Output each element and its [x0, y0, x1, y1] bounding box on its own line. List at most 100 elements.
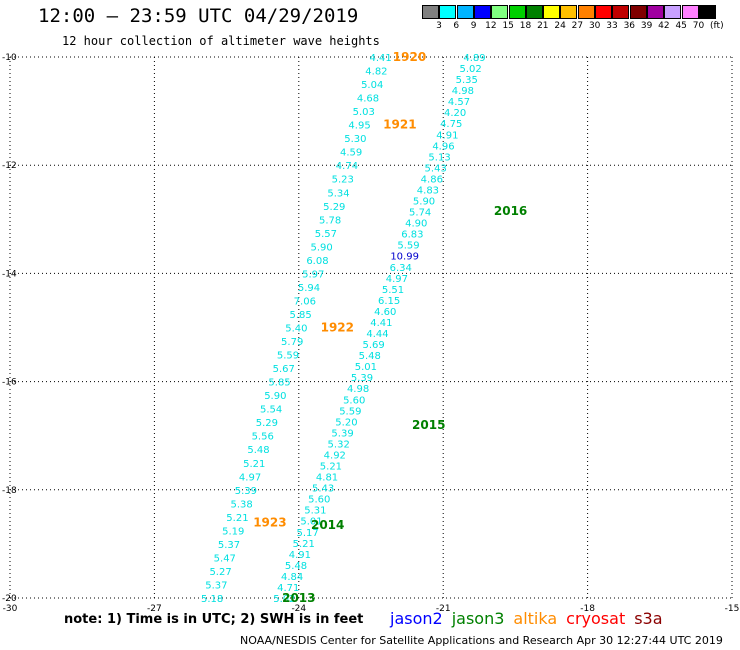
wave-height-value: 5.43: [425, 163, 447, 174]
color-scale-swatch: [629, 5, 647, 19]
wave-height-value: 5.27: [209, 567, 231, 578]
wave-height-value: 5.35: [456, 75, 478, 86]
wave-height-value: 5.18: [201, 594, 223, 605]
wave-height-value: 5.79: [281, 337, 303, 348]
wave-height-value: 5.59: [397, 241, 419, 252]
legend-item-jason2: jason2: [390, 609, 443, 628]
color-scale-label: 33: [606, 21, 618, 31]
wave-height-value: 4.44: [366, 329, 388, 340]
wave-height-value: 4.68: [357, 94, 379, 105]
wave-height-value: 5.54: [260, 405, 282, 416]
color-scale-swatch: [595, 5, 612, 19]
time-label: 2014: [311, 518, 344, 532]
wave-height-value: 4.74: [336, 161, 358, 172]
wave-height-value: 5.01: [300, 517, 322, 528]
wave-height-value: 5.20: [335, 417, 357, 428]
time-label: 2015: [412, 418, 445, 432]
wave-height-value: 5.03: [353, 107, 375, 118]
wave-height-value: 5.29: [256, 418, 278, 429]
x-tick-label: -18: [580, 604, 595, 614]
wave-height-value: 5.39: [331, 428, 353, 439]
color-scale-swatch: [508, 5, 526, 19]
wave-height-value: 4.59: [340, 148, 362, 159]
wave-height-value: 5.74: [409, 208, 431, 219]
wave-height-value: 5.94: [298, 283, 320, 294]
x-tick-label: -24: [291, 604, 306, 614]
wave-height-value: 10.99: [390, 252, 419, 263]
color-scale-label: 39: [640, 21, 653, 31]
wave-height-value: 4.89: [463, 53, 485, 64]
y-tick-label: -20: [2, 594, 17, 604]
satellite-tracks: 4.41 4.82 5.04 4.68 5.03 4.95 5.30 4.59 4.74 5.23…: [201, 50, 527, 605]
wave-height-value: 5.19: [222, 526, 244, 537]
color-scale-swatch: [543, 5, 561, 19]
wave-height-value: 4.60: [374, 307, 396, 318]
wave-height-value: 5.85: [289, 310, 311, 321]
wave-height-value: 5.90: [311, 242, 333, 253]
color-scale-unit: (ft): [710, 21, 724, 31]
wave-height-value: 5.29: [323, 202, 345, 213]
color-scale-label: 6: [453, 21, 460, 31]
wave-height-value: 5.21: [320, 462, 342, 473]
time-label: 2016: [494, 204, 527, 218]
x-tick-label: -15: [725, 604, 740, 614]
wave-height-value: 5.02: [273, 594, 295, 605]
wave-height-value: 5.51: [382, 285, 404, 296]
wave-height-value: 4.41: [369, 53, 391, 64]
x-tick-label: -30: [3, 604, 18, 614]
color-scale-swatch: [439, 5, 457, 19]
wave-height-value: 4.91: [289, 550, 311, 561]
wave-height-value: 5.48: [285, 561, 307, 572]
color-scale-swatch: [422, 5, 439, 19]
axis-labels: -30 -27 -24 -21 -18 -15 -10 -12 -14 -16 -18 -20: [2, 53, 739, 614]
wave-height-value: 5.21: [226, 513, 248, 524]
color-scale-label: 36: [623, 21, 636, 31]
wave-height-value: 5.47: [214, 553, 236, 564]
wave-height-value: 5.04: [361, 80, 383, 91]
color-scale-label: 27: [571, 21, 584, 31]
wave-height-value: 5.31: [304, 506, 326, 517]
color-scale-swatch: [456, 5, 474, 19]
color-scale-swatch: [664, 5, 682, 19]
wave-height-value: 6.83: [401, 230, 423, 241]
wave-height-value: 4.98: [347, 384, 369, 395]
color-scale-swatch: [491, 5, 509, 19]
legend-item-jason3: jason3: [451, 609, 505, 628]
wave-height-value: 5.32: [328, 439, 350, 450]
wave-height-value: 5.30: [344, 134, 366, 145]
wave-height-value: 5.17: [297, 528, 319, 539]
color-scale-swatch: [525, 5, 543, 19]
wave-height-value: 5.13: [428, 152, 450, 163]
color-scale-label: 18: [519, 21, 532, 31]
wave-height-value: 5.85: [268, 378, 290, 389]
legend-item-altika: altika: [513, 609, 558, 628]
map-grid: [9, 56, 733, 599]
color-scale-swatch: [560, 5, 578, 19]
wave-height-value: 5.97: [302, 269, 324, 280]
color-scale-swatch: [612, 5, 630, 19]
wave-height-value: 5.48: [359, 351, 381, 362]
wave-height-value: 5.78: [319, 215, 341, 226]
wave-height-value: 5.21: [243, 459, 265, 470]
wave-height-value: 5.39: [235, 486, 257, 497]
y-tick-label: -16: [2, 378, 17, 388]
time-label: 2013: [282, 591, 315, 605]
wave-height-value: 5.01: [355, 362, 377, 373]
wave-height-value: 5.37: [218, 540, 240, 551]
wave-height-value: 4.90: [405, 219, 427, 230]
wave-height-value: 4.83: [417, 185, 439, 196]
wave-height-value: 6.15: [378, 296, 400, 307]
wave-height-value: 5.59: [277, 351, 299, 362]
time-label: 1921: [383, 118, 416, 132]
wave-height-value: 5.60: [343, 395, 365, 406]
color-scale-label: 3: [436, 21, 442, 31]
wave-height-value: 4.81: [316, 473, 338, 484]
wave-height-value: 5.02: [459, 64, 481, 75]
color-scale-label: 30: [588, 21, 601, 31]
wave-height-value: 7.06: [294, 296, 316, 307]
legend-item-s3a: s3a: [634, 609, 663, 628]
y-tick-label: -12: [2, 161, 17, 171]
time-label: 1923: [253, 515, 286, 529]
color-scale-label: 12: [485, 21, 497, 31]
